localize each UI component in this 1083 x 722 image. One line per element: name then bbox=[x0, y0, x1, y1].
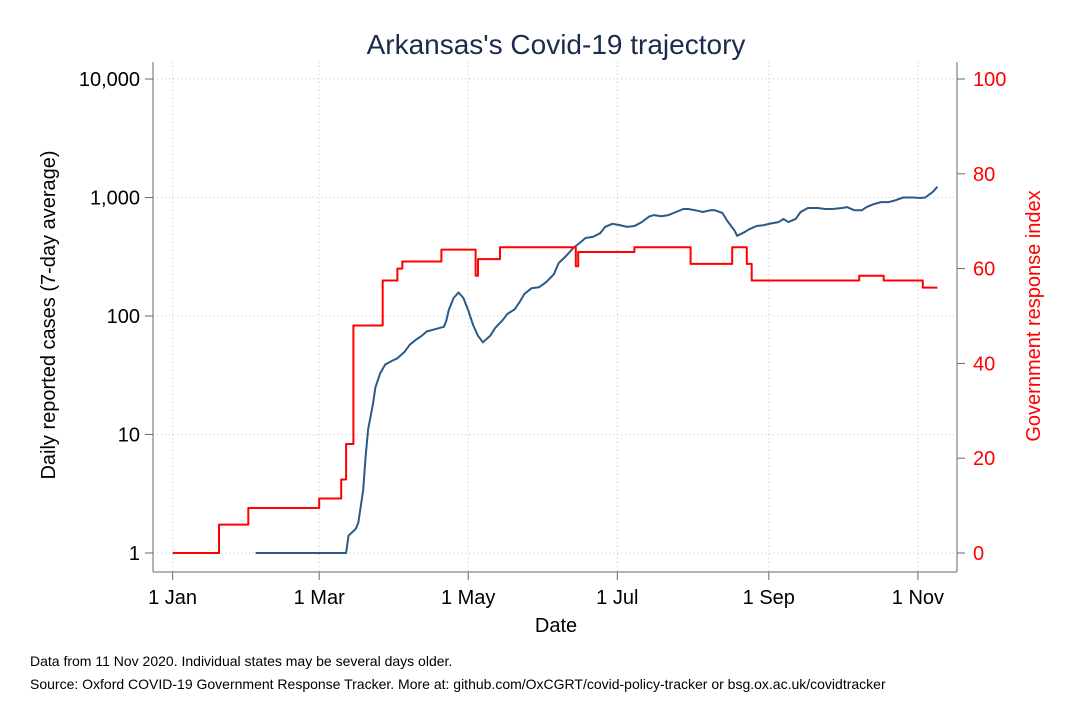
source-note: Source: Oxford COVID-19 Government Respo… bbox=[30, 676, 886, 692]
y2-tick-label: 0 bbox=[973, 543, 984, 565]
y2-tick-label: 100 bbox=[973, 69, 1006, 91]
y-tick-label: 1 bbox=[129, 543, 140, 565]
x-tick-label: 1 Sep bbox=[743, 587, 795, 609]
x-tick-label: 1 Jan bbox=[148, 587, 197, 609]
cases-line bbox=[255, 186, 939, 554]
x-axis-title: Date bbox=[535, 615, 577, 637]
y2-tick-label: 40 bbox=[973, 353, 995, 375]
axes bbox=[152, 62, 958, 573]
y-tick-label: 10,000 bbox=[79, 69, 140, 91]
y-axis-title: Daily reported cases (7-day average) bbox=[38, 150, 60, 479]
x-tick-label: 1 Jul bbox=[596, 587, 638, 609]
y2-axis-title: Government response index bbox=[1023, 190, 1045, 441]
series-lines bbox=[172, 186, 939, 554]
y-tick-label: 100 bbox=[107, 306, 140, 328]
gridlines bbox=[153, 62, 957, 572]
x-tick-label: 1 Mar bbox=[294, 587, 345, 609]
y2-tick-label: 60 bbox=[973, 259, 995, 281]
response-index-line bbox=[172, 246, 938, 554]
data-date-note: Data from 11 Nov 2020. Individual states… bbox=[30, 653, 452, 669]
x-tick-label: 1 May bbox=[441, 587, 495, 609]
x-tick-label: 1 Nov bbox=[892, 587, 944, 609]
y-tick-label: 10 bbox=[118, 425, 140, 447]
y2-tick-label: 20 bbox=[973, 448, 995, 470]
y-tick-label: 1,000 bbox=[90, 188, 140, 210]
chart-title: Arkansas's Covid-19 trajectory bbox=[367, 29, 746, 60]
y2-tick-label: 80 bbox=[973, 164, 995, 186]
axis-ticks: 1 10 100 1,000 10,000 0 20 40 60 80 100 1 Jan 1 Mar 1… bbox=[79, 69, 1007, 609]
